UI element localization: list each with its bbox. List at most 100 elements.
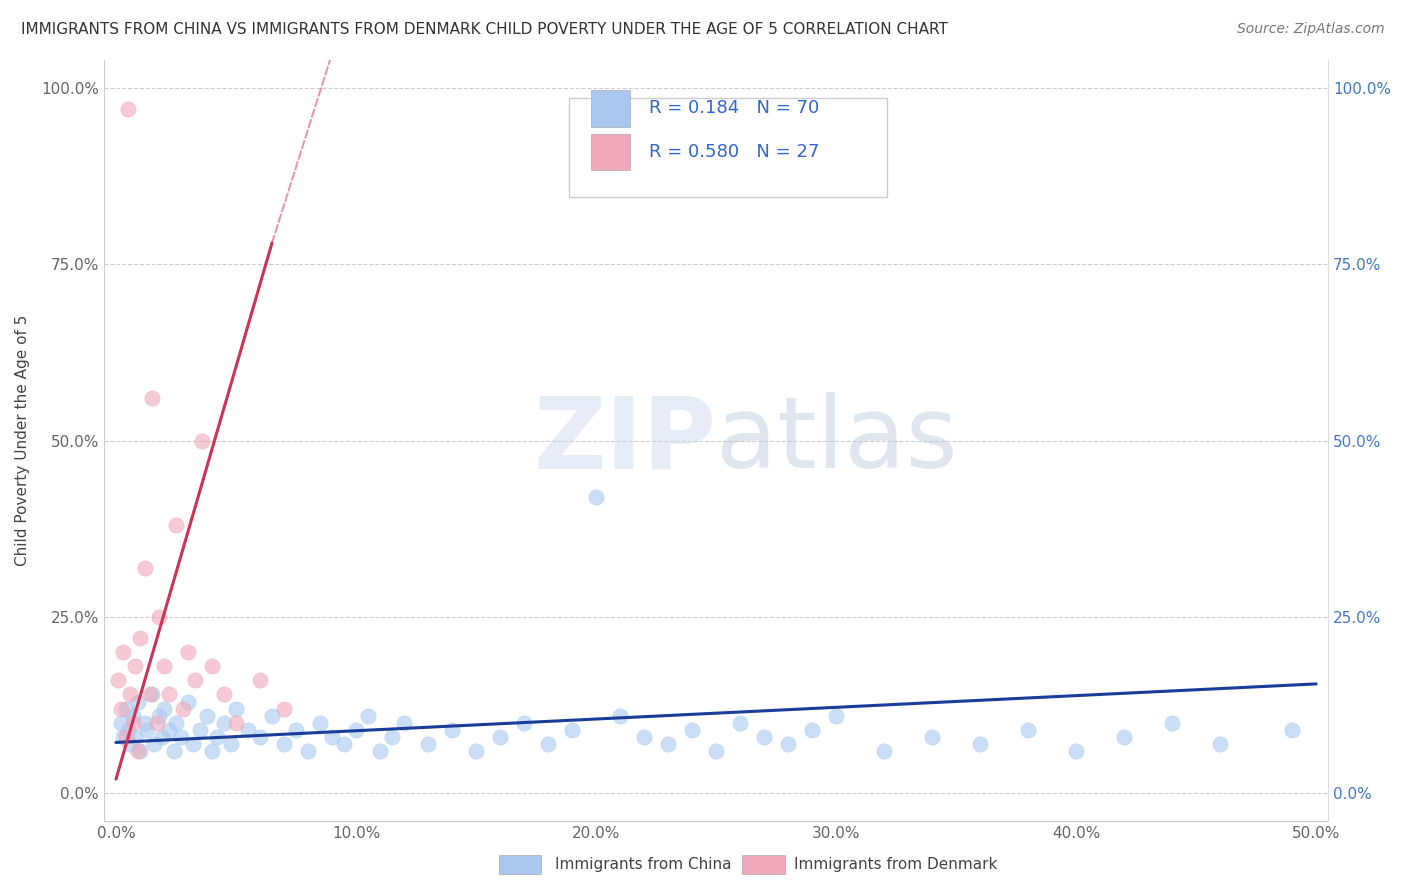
Point [127, 744, 149, 758]
Point [440, 723, 463, 737]
Point [285, 723, 308, 737]
Point [969, 737, 991, 751]
Point [134, 715, 156, 730]
Point [1064, 744, 1087, 758]
Point [561, 723, 583, 737]
Point [609, 708, 631, 723]
Point [752, 730, 775, 744]
Point [143, 737, 166, 751]
Point [148, 610, 170, 624]
Point [157, 723, 180, 737]
Point [236, 723, 259, 737]
Point [165, 715, 187, 730]
Point [172, 701, 194, 715]
Point [633, 730, 655, 744]
Point [124, 730, 146, 744]
Point [1161, 715, 1184, 730]
Point [129, 744, 152, 758]
Point [513, 715, 536, 730]
Point [177, 645, 200, 659]
Point [368, 744, 391, 758]
Point [681, 723, 703, 737]
Bar [591, 90, 630, 127]
Bar [569, 98, 887, 197]
Text: ZIP: ZIP [533, 392, 716, 489]
Point [181, 737, 204, 751]
Point [249, 673, 271, 688]
Bar [591, 134, 630, 170]
Text: IMMIGRANTS FROM CHINA VS IMMIGRANTS FROM DENMARK CHILD POVERTY UNDER THE AGE OF : IMMIGRANTS FROM CHINA VS IMMIGRANTS FROM… [21, 22, 948, 37]
Point [1209, 737, 1232, 751]
Point [260, 708, 283, 723]
Point [873, 744, 896, 758]
Point [537, 737, 560, 751]
Point [585, 490, 607, 504]
Point [1281, 723, 1303, 737]
Point [162, 744, 184, 758]
Point [107, 673, 129, 688]
Point [170, 730, 193, 744]
Point [153, 659, 176, 673]
Point [148, 708, 170, 723]
Point [212, 688, 235, 702]
Point [121, 715, 143, 730]
Point [357, 708, 380, 723]
Text: R = 0.184   N = 70: R = 0.184 N = 70 [648, 99, 818, 118]
Point [146, 715, 169, 730]
Point [114, 701, 136, 715]
Point [177, 694, 200, 708]
Point [112, 645, 135, 659]
Point [121, 708, 143, 723]
Point [138, 688, 160, 702]
Point [321, 730, 343, 744]
Point [1114, 730, 1136, 744]
Point [273, 701, 295, 715]
Point [657, 737, 679, 751]
Point [141, 688, 163, 702]
Point [184, 673, 207, 688]
Y-axis label: Child Poverty Under the Age of 5: Child Poverty Under the Age of 5 [15, 315, 30, 566]
Text: Source: ZipAtlas.com: Source: ZipAtlas.com [1237, 22, 1385, 37]
Text: Immigrants from China: Immigrants from China [555, 857, 733, 872]
Point [201, 659, 224, 673]
Point [127, 694, 149, 708]
Point [134, 560, 156, 574]
Point [333, 737, 356, 751]
Point [205, 730, 228, 744]
Point [1017, 723, 1039, 737]
Point [141, 391, 163, 405]
Point [157, 688, 180, 702]
Point [117, 102, 139, 116]
Point [249, 730, 271, 744]
Point [297, 744, 319, 758]
Text: Immigrants from Denmark: Immigrants from Denmark [794, 857, 998, 872]
Point [112, 730, 135, 744]
Point [273, 737, 295, 751]
Point [465, 744, 488, 758]
Point [150, 730, 173, 744]
Text: atlas: atlas [716, 392, 957, 489]
Point [165, 518, 187, 533]
Point [201, 744, 224, 758]
Point [778, 737, 800, 751]
Point [381, 730, 404, 744]
Point [225, 701, 247, 715]
Point [392, 715, 415, 730]
Point [120, 688, 142, 702]
Point [225, 715, 247, 730]
Point [489, 730, 512, 744]
Point [110, 715, 132, 730]
Point [219, 737, 242, 751]
Point [188, 723, 211, 737]
Point [825, 708, 848, 723]
Point [191, 434, 214, 448]
Point [117, 723, 139, 737]
Point [728, 715, 751, 730]
Point [309, 715, 332, 730]
Point [212, 715, 235, 730]
Point [704, 744, 727, 758]
Point [120, 737, 142, 751]
Point [129, 631, 152, 645]
Text: R = 0.580   N = 27: R = 0.580 N = 27 [648, 143, 820, 161]
Point [136, 723, 159, 737]
